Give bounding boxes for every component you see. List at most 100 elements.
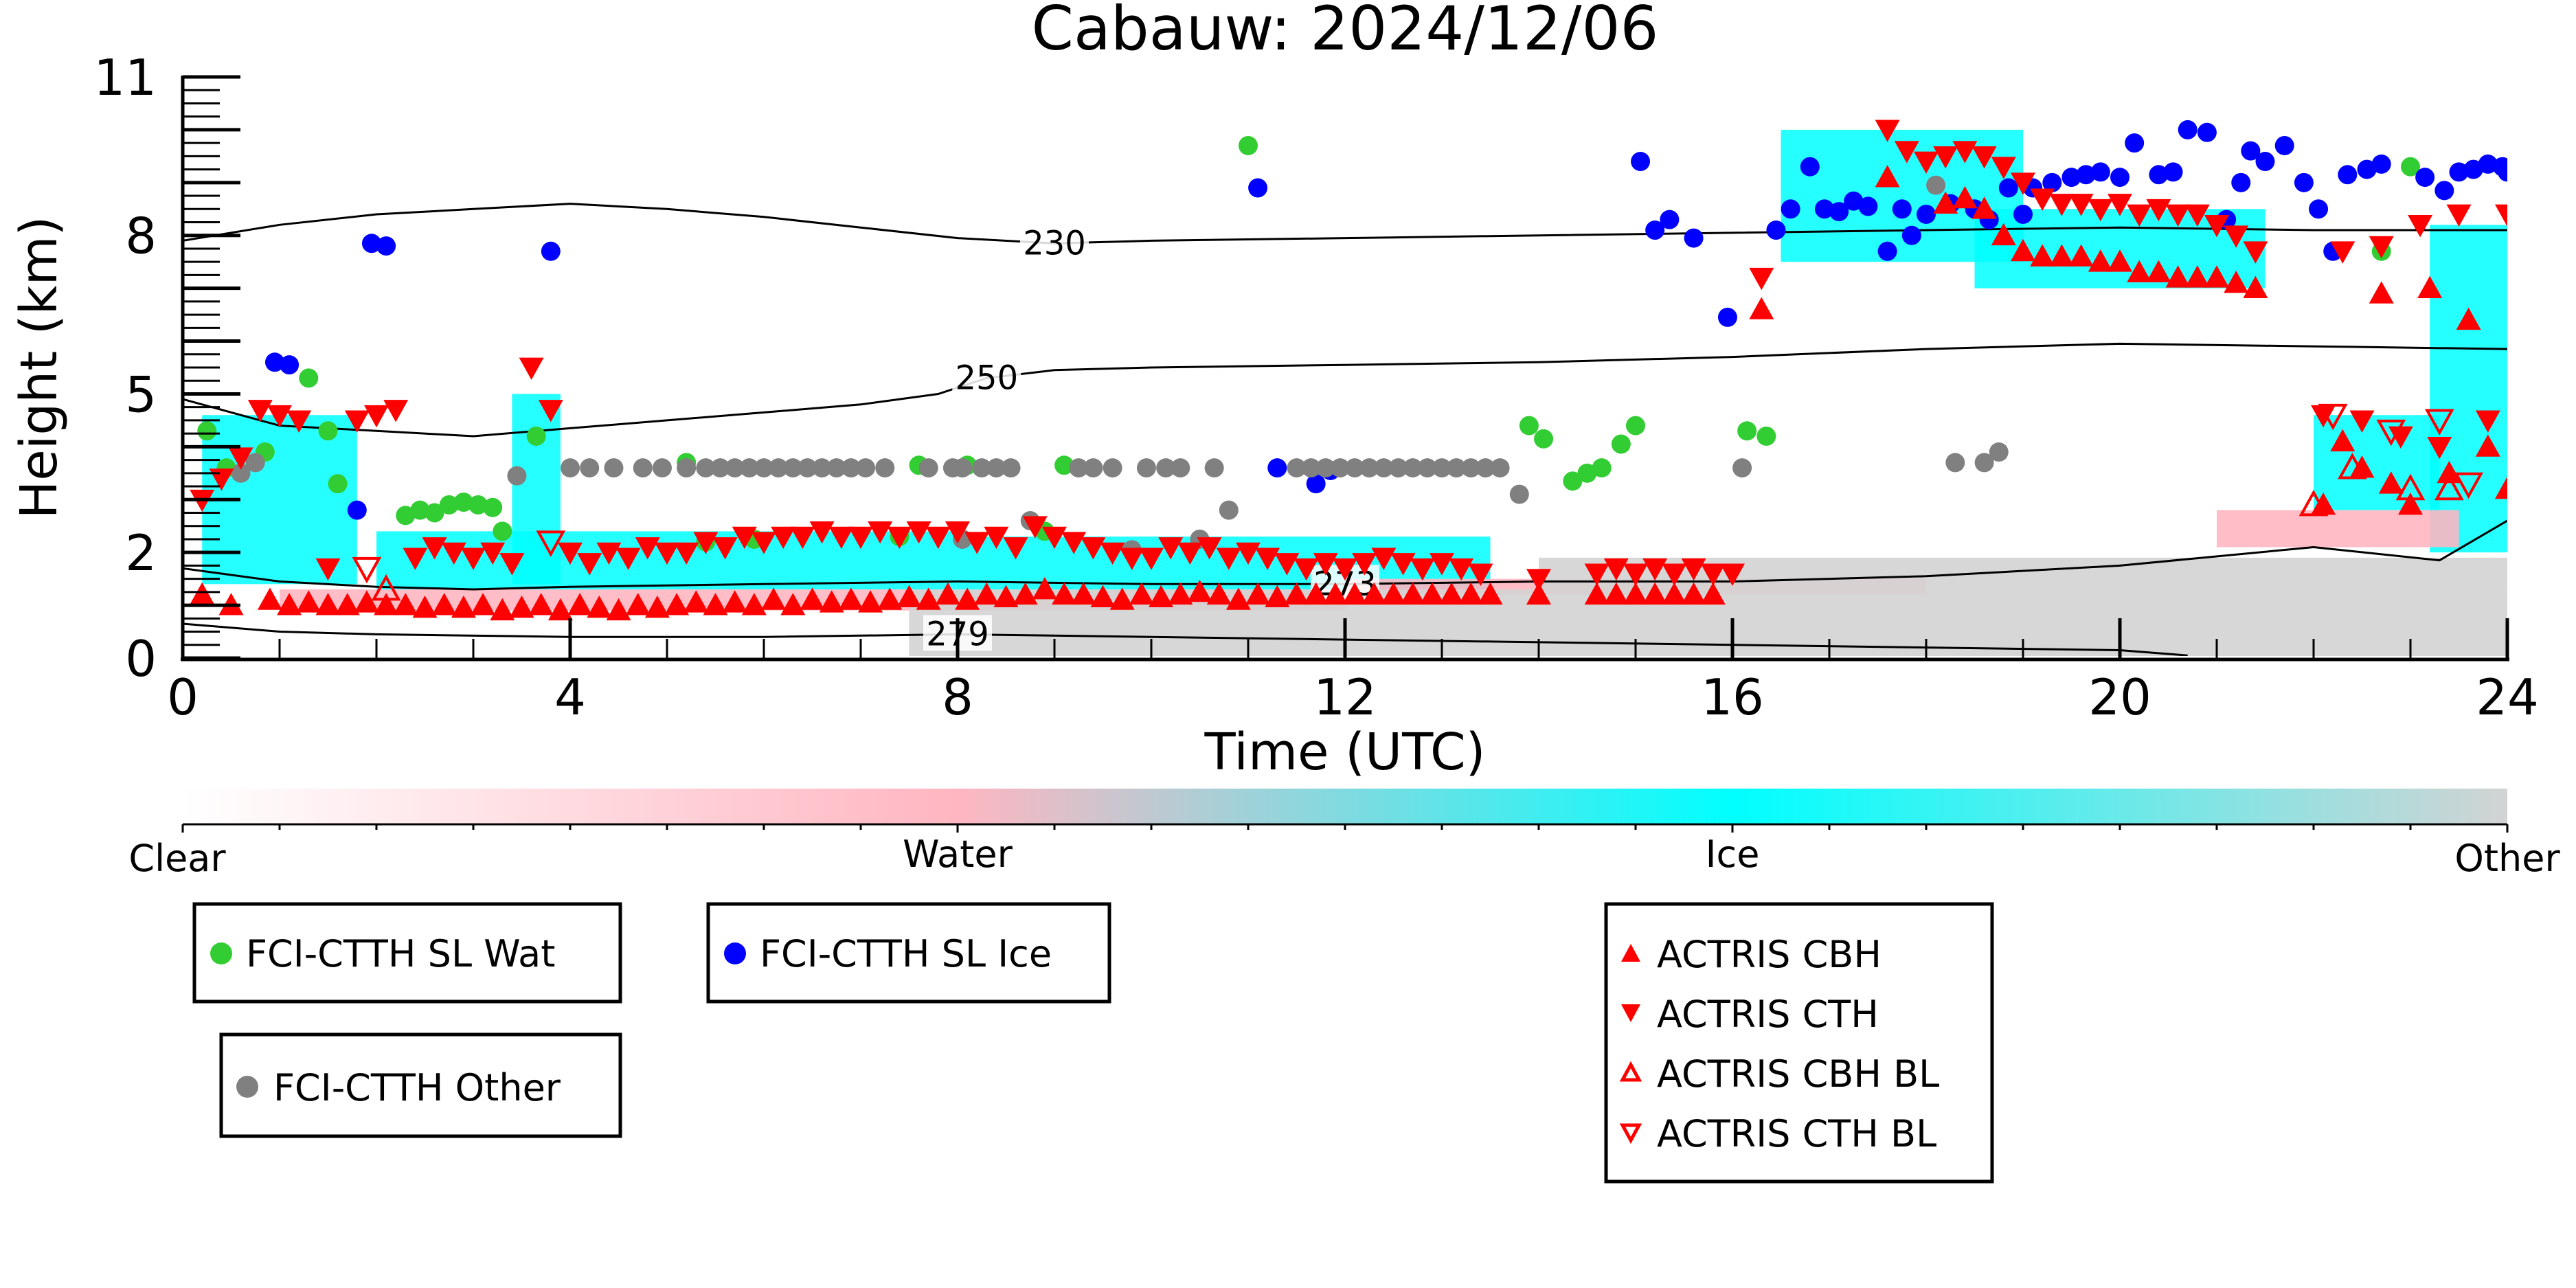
fci-ctth-sl-wat-point xyxy=(1534,429,1554,449)
actris-cbh-point xyxy=(1109,587,1135,610)
actris-cth-point xyxy=(2088,199,2113,222)
actris-cth-bl-point xyxy=(2424,409,2454,436)
actris-cth-point xyxy=(2446,204,2472,227)
legend-label-cth: ACTRIS CTH xyxy=(1657,993,1879,1036)
fci-ctth-sl-ice-point xyxy=(2415,168,2435,188)
actris-cth-point xyxy=(868,521,893,544)
actris-cbh-point xyxy=(257,587,282,610)
actris-cth-point xyxy=(2068,194,2094,216)
fci-ctth-sl-ice-point xyxy=(2197,122,2217,142)
y-tick-label: 0 xyxy=(125,630,157,688)
actris-cth-point xyxy=(1390,553,1416,576)
actris-cth-point xyxy=(1700,563,1726,586)
actris-cth-point xyxy=(1933,146,1958,169)
legend-label-other: FCI-CTTH Other xyxy=(273,1066,561,1109)
actris-cbh-point xyxy=(916,587,941,610)
fci-ctth-sl-ice-point xyxy=(2294,172,2314,192)
actris-cth-point xyxy=(2369,236,2394,259)
fci-ctth-sl-ice-point xyxy=(2231,172,2251,192)
actris-cbh-point xyxy=(800,587,825,610)
actris-cbh-point xyxy=(683,590,709,613)
other-marker-icon xyxy=(236,1076,258,1098)
x-ticks: 0 4 8 12 16 20 24 xyxy=(167,618,2539,726)
actris-cbh-point xyxy=(1168,582,1193,605)
fci-ctth-other-point xyxy=(710,458,730,478)
x-tick-label: 16 xyxy=(1701,668,1764,726)
x-tick-label: 12 xyxy=(1313,668,1377,726)
actris-cbh-point xyxy=(993,585,1019,607)
region-ice xyxy=(2430,225,2507,553)
fci-ctth-sl-ice-point xyxy=(2076,165,2096,185)
fci-ctth-other-point xyxy=(604,458,624,478)
actris-cth-point xyxy=(2427,436,2452,460)
actris-cbh-point xyxy=(722,590,747,613)
actris-cbh-point xyxy=(1206,582,1232,605)
legend-label-cbh: ACTRIS CBH xyxy=(1657,933,1882,976)
actris-cbh-point xyxy=(1952,185,1978,209)
cth-marker-icon xyxy=(1621,1004,1640,1022)
actris-cth-point xyxy=(771,526,796,550)
actris-cth-point xyxy=(499,553,525,576)
fci-ctth-other-point xyxy=(1476,458,1495,478)
fci-ctth-other-point xyxy=(918,458,938,478)
colorbar: Clear Water Ice Other xyxy=(128,789,2560,880)
fci-ctth-sl-ice-point xyxy=(1781,199,1800,219)
fci-ctth-other-point xyxy=(1359,458,1379,478)
fci-ctth-other-point xyxy=(1069,458,1089,478)
actris-cth-point xyxy=(1642,558,1668,581)
fci-ctth-other-point xyxy=(580,458,600,478)
actris-cbh-point xyxy=(412,595,438,618)
actris-cbh-point xyxy=(2088,249,2113,272)
actris-cth-point xyxy=(1623,563,1648,586)
fci-ctth-other-point xyxy=(1315,458,1335,478)
fci-ctth-other-point xyxy=(1732,458,1752,478)
fci-ctth-other-point xyxy=(1287,458,1307,478)
region-ice xyxy=(2314,415,2440,510)
fci-ctth-other-point xyxy=(507,466,527,486)
actris-cbh-point xyxy=(1071,582,1096,605)
actris-cbh-point xyxy=(1439,582,1465,605)
fci-ctth-other-point xyxy=(986,458,1006,478)
ice-marker-icon xyxy=(724,942,746,964)
fci-ctth-sl-ice-point xyxy=(2013,204,2033,224)
actris-cth-point xyxy=(315,558,341,581)
actris-cbh-point xyxy=(1149,585,1174,607)
actris-cbh-point xyxy=(1265,585,1290,607)
fci-ctth-sl-ice-point xyxy=(541,241,561,261)
fci-ctth-sl-ice-point xyxy=(2463,159,2483,179)
region-water xyxy=(2217,510,2459,547)
actris-cbh-bl-point xyxy=(371,574,401,601)
actris-cbh-point xyxy=(1052,582,1077,605)
actris-cth-point xyxy=(461,547,486,570)
fci-ctth-sl-wat-point xyxy=(197,421,217,441)
actris-cbh-point xyxy=(2127,260,2152,282)
fci-ctth-sl-ice-point xyxy=(1814,199,1834,219)
actris-cbh-point xyxy=(664,593,690,615)
fci-ctth-sl-ice-point xyxy=(2357,159,2377,179)
actris-cth-point xyxy=(1971,146,1997,169)
actris-cbh-point xyxy=(2011,238,2035,262)
actris-cth-point xyxy=(1139,547,1164,570)
actris-cth-point xyxy=(1662,563,1687,586)
actris-cbh-point xyxy=(1303,582,1329,605)
fci-ctth-other-point xyxy=(739,458,759,478)
actris-cbh-point xyxy=(2349,455,2375,478)
fci-ctth-other-point xyxy=(812,458,832,478)
actris-cth-point xyxy=(1216,547,1241,570)
legend-label-cth-bl: ACTRIS CTH BL xyxy=(1657,1112,1936,1155)
fci-ctth-other-point xyxy=(798,458,817,478)
fci-ctth-other-point xyxy=(754,458,773,478)
actris-cth-point xyxy=(1681,558,1706,581)
actris-cth-point xyxy=(2030,188,2055,211)
fci-ctth-sl-ice-point xyxy=(1844,191,1864,211)
fci-ctth-sl-wat-point xyxy=(318,421,338,441)
actris-cbh-point xyxy=(838,587,863,610)
actris-cbh-point xyxy=(1187,579,1212,602)
actris-cth-point xyxy=(344,410,370,433)
actris-cbh-point xyxy=(2437,460,2462,484)
fci-ctth-sl-ice-point xyxy=(2274,135,2294,155)
fci-ctth-sl-ice-point xyxy=(1717,307,1737,327)
fci-ctth-sl-wat-point xyxy=(1737,421,1757,441)
